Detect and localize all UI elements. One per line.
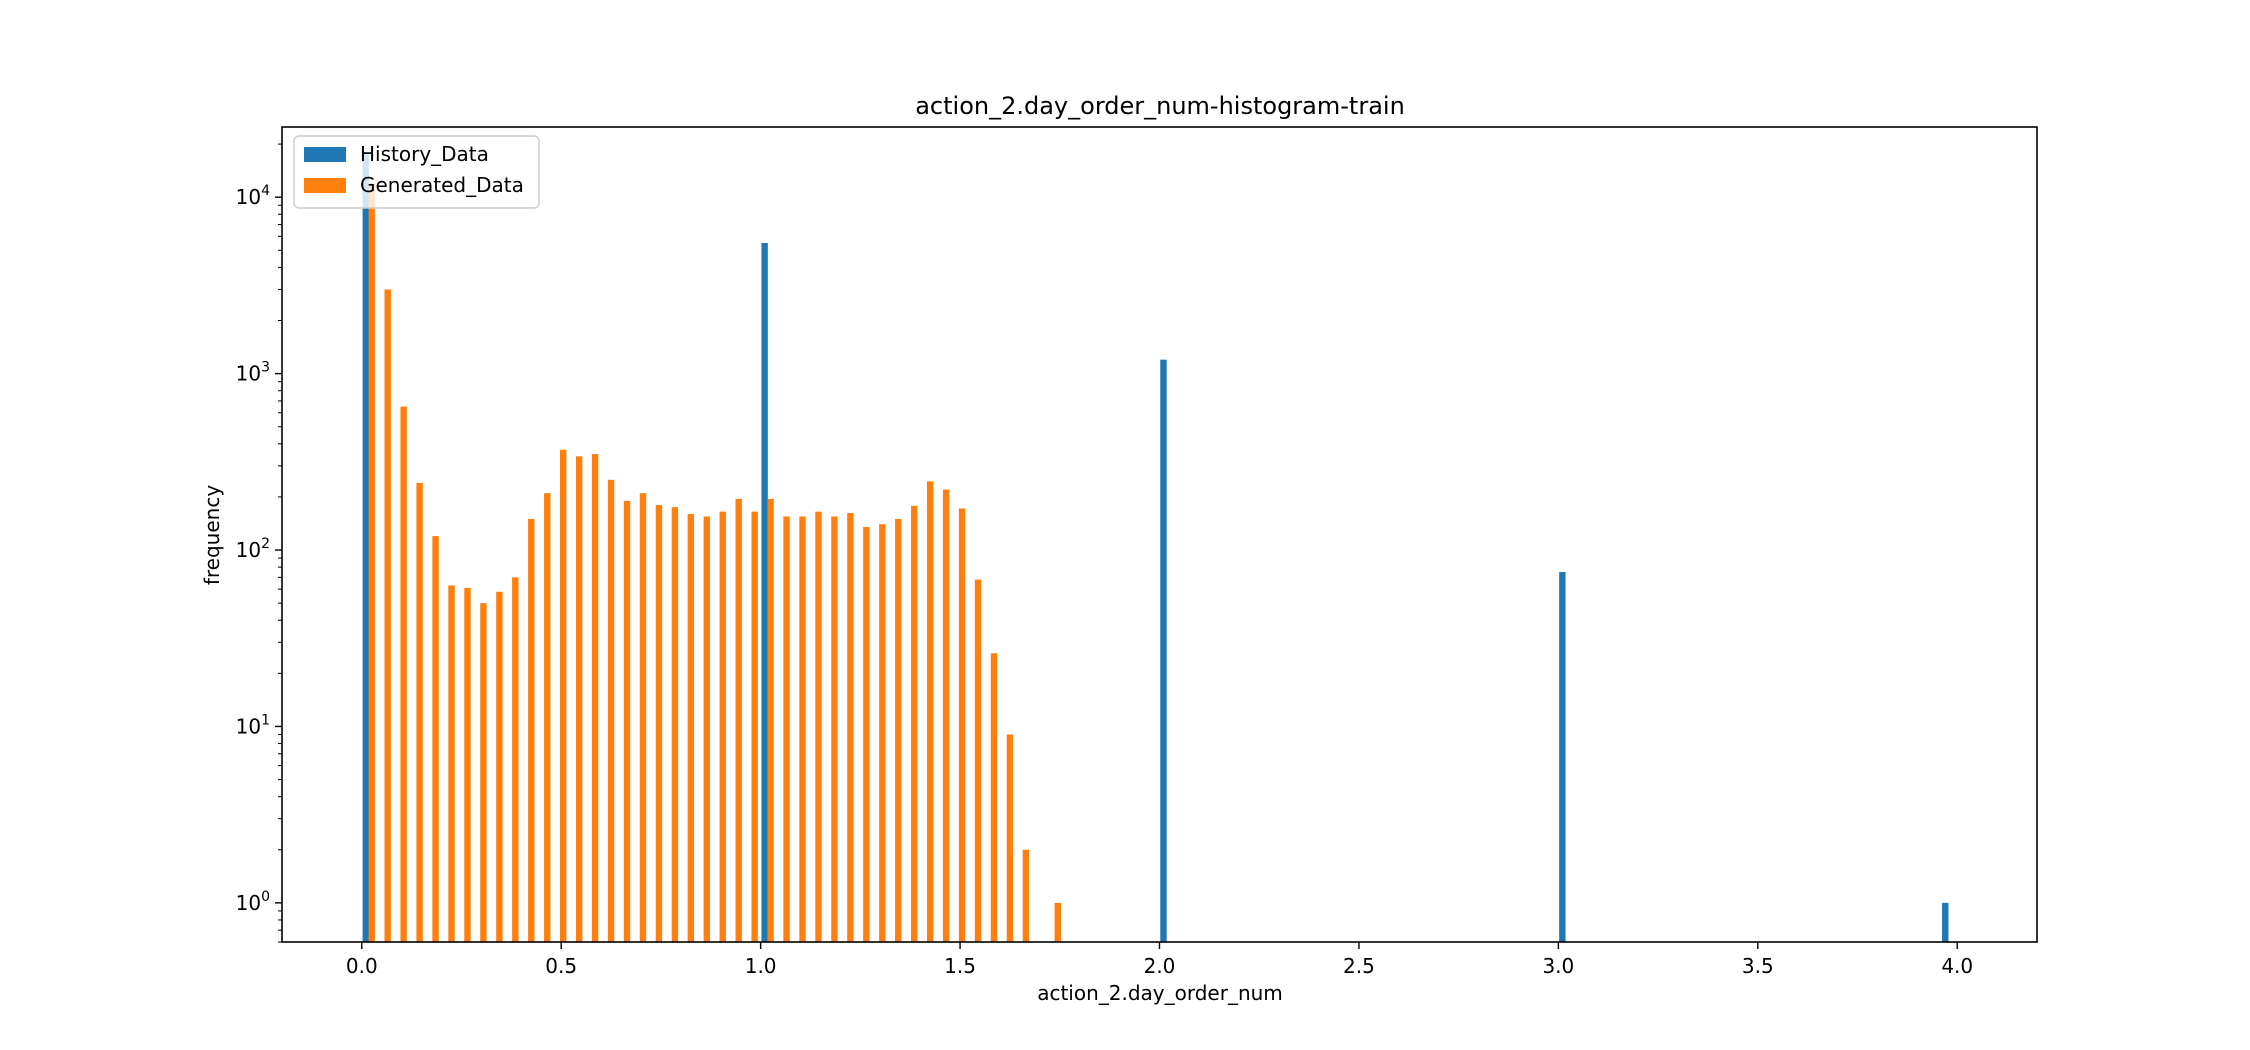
generated-bar-6 (464, 587, 471, 942)
y-tick-label: 103 (236, 360, 270, 386)
legend-label-history: History_Data (360, 142, 489, 166)
legend: History_Data Generated_Data (293, 135, 540, 209)
generated-bar-1 (384, 289, 391, 942)
generated-bar-19 (671, 507, 679, 942)
generated-bar-32 (879, 524, 886, 942)
generated-bar-30 (847, 513, 854, 942)
x-tick-label: 1.0 (745, 954, 777, 978)
generated-bar-9 (512, 577, 519, 942)
generated-bar-37 (958, 508, 966, 942)
y-tick-label: 102 (236, 536, 270, 562)
generated-bar-15 (607, 479, 615, 942)
y-axis-ticks: 100 101 102 103 104 (236, 143, 282, 943)
legend-box (293, 135, 540, 209)
generated-bar-20 (687, 514, 695, 942)
generated-bar-36 (942, 489, 950, 942)
x-tick-label: 2.0 (1144, 954, 1176, 978)
y-tick-label: 101 (236, 712, 270, 738)
bars-layer (362, 152, 1949, 943)
generated-bar-39 (990, 653, 998, 942)
x-tick-label: 1.5 (944, 954, 976, 978)
generated-bar-16 (623, 500, 631, 942)
generated-bar-23 (735, 498, 742, 942)
generated-bar-3 (416, 482, 423, 942)
x-axis-ticks: 0.0 0.5 1.0 1.5 2.0 2.5 3.0 3.5 4.0 (346, 942, 1973, 978)
x-tick-label: 4.0 (1941, 954, 1973, 978)
generated-bar-26 (783, 516, 790, 942)
history-bar-2 (1160, 359, 1167, 942)
legend-label-generated: Generated_Data (360, 173, 524, 197)
legend-swatch-generated (304, 178, 346, 193)
generated-bar-4 (432, 536, 439, 942)
generated-bar-17 (639, 493, 647, 942)
generated-bar-0 (368, 183, 375, 942)
generated-bar-35 (926, 481, 934, 942)
generated-bar-8 (496, 591, 503, 942)
history-bar-1 (761, 243, 768, 943)
generated-bar-31 (863, 527, 870, 942)
y-tick-label: 100 (236, 889, 270, 915)
x-tick-label: 3.0 (1542, 954, 1574, 978)
generated-bar-5 (448, 585, 455, 942)
generated-bar-2 (400, 406, 407, 943)
generated-bar-24 (751, 511, 758, 942)
generated-bar-40 (1006, 734, 1014, 942)
generated-bar-27 (799, 516, 806, 942)
y-tick-label: 104 (236, 183, 270, 209)
generated-bar-13 (575, 456, 583, 942)
x-tick-label: 0.0 (346, 954, 378, 978)
generated-bar-25 (767, 498, 774, 942)
x-tick-label: 2.5 (1343, 954, 1375, 978)
generated-bar-14 (591, 454, 599, 942)
generated-bar-21 (703, 516, 710, 942)
history-bar-4 (1942, 902, 1949, 942)
generated-bar-7 (480, 603, 487, 942)
generated-bar-41 (1022, 849, 1030, 942)
generated-bar-10 (528, 518, 535, 942)
generated-bar-42 (1054, 902, 1061, 942)
generated-bar-11 (544, 493, 551, 942)
generated-bar-29 (831, 516, 838, 942)
generated-bar-33 (895, 518, 902, 942)
generated-bar-38 (974, 579, 982, 942)
x-tick-label: 0.5 (545, 954, 577, 978)
generated-bar-12 (560, 449, 567, 942)
generated-bar-18 (655, 504, 663, 942)
generated-bar-28 (815, 511, 822, 942)
chart-title: action_2.day_order_num-histogram-train (915, 92, 1405, 120)
x-tick-label: 3.5 (1742, 954, 1774, 978)
legend-swatch-history (304, 147, 346, 162)
x-axis-label: action_2.day_order_num (1037, 981, 1283, 1005)
generated-bar-34 (911, 505, 918, 942)
y-axis-label: frequency (200, 485, 224, 585)
history-bar-3 (1559, 572, 1566, 942)
history-bar-0 (362, 152, 369, 942)
generated-bar-22 (719, 511, 726, 942)
